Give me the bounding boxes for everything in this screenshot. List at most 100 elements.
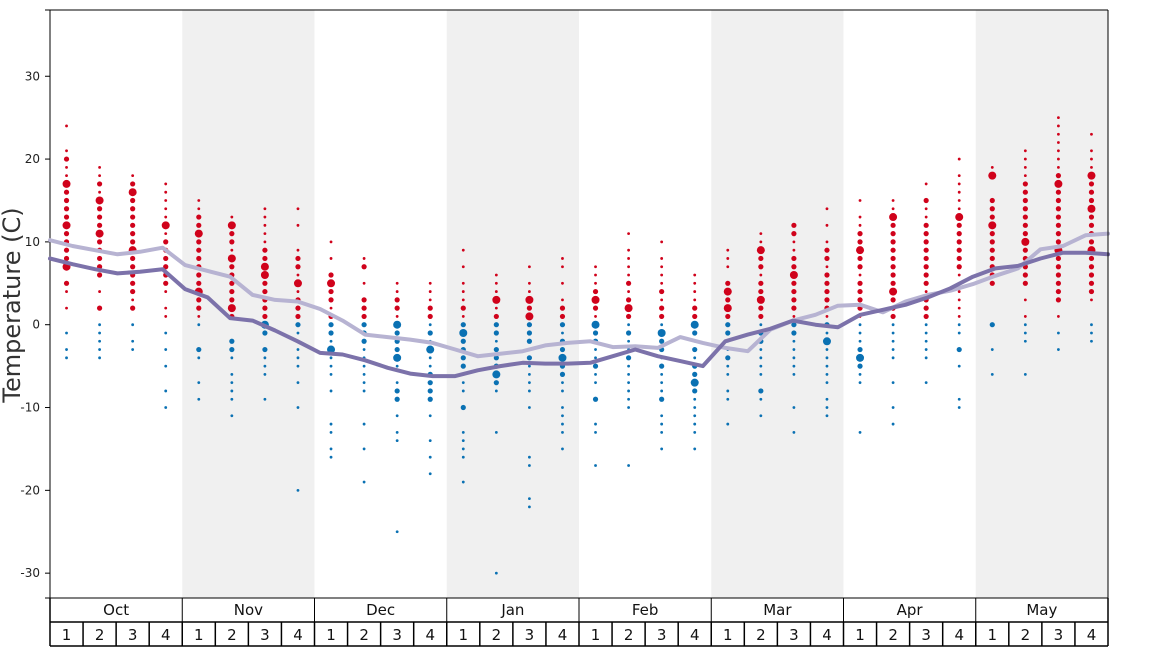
temperature-dot bbox=[96, 272, 103, 278]
temperature-dot bbox=[660, 323, 664, 327]
temperature-dot bbox=[759, 356, 763, 360]
temperature-dot bbox=[1023, 331, 1027, 335]
temperature-dot bbox=[659, 338, 665, 344]
temperature-dot bbox=[65, 331, 68, 335]
temperature-dot bbox=[494, 571, 498, 575]
temperature-dot bbox=[957, 306, 961, 310]
temperature-dot bbox=[65, 348, 68, 351]
temperature-dot bbox=[791, 297, 797, 303]
week-label: 3 bbox=[260, 626, 270, 644]
temperature-dot bbox=[660, 372, 664, 376]
temperature-dot bbox=[792, 356, 796, 360]
temperature-dot bbox=[792, 406, 796, 409]
y-tick-label: -20 bbox=[20, 483, 40, 497]
temperature-dot bbox=[693, 430, 697, 434]
temperature-dot bbox=[1055, 206, 1062, 212]
temperature-dot bbox=[559, 371, 566, 377]
temperature-dot bbox=[1057, 331, 1060, 335]
temperature-dot bbox=[130, 255, 136, 262]
temperature-dot bbox=[329, 389, 333, 393]
temperature-dot bbox=[230, 248, 234, 252]
temperature-dot bbox=[395, 315, 399, 318]
month-label-apr: Apr bbox=[897, 601, 924, 619]
temperature-dot bbox=[956, 255, 962, 262]
temperature-dot bbox=[890, 222, 896, 228]
temperature-dot bbox=[65, 306, 68, 310]
temperature-dot bbox=[263, 372, 267, 376]
temperature-dot bbox=[890, 297, 896, 303]
week-label: 4 bbox=[425, 626, 435, 644]
temperature-dot bbox=[957, 364, 961, 368]
temperature-dot bbox=[98, 165, 101, 169]
temperature-dot bbox=[164, 199, 168, 202]
temperature-dot bbox=[825, 381, 829, 385]
temperature-dot bbox=[494, 306, 498, 310]
temperature-dot bbox=[792, 364, 796, 368]
temperature-dot bbox=[329, 430, 333, 434]
temperature-dot bbox=[328, 322, 334, 328]
temperature-dot bbox=[758, 280, 764, 286]
week-label: 2 bbox=[756, 626, 766, 644]
temperature-dot bbox=[791, 222, 797, 228]
temperature-dot bbox=[427, 396, 433, 402]
temperature-dot bbox=[494, 339, 498, 343]
temperature-dot bbox=[825, 364, 829, 368]
temperature-dot bbox=[561, 257, 564, 260]
temperature-dot bbox=[96, 239, 103, 245]
month-label-feb: Feb bbox=[632, 601, 659, 619]
temperature-dot bbox=[161, 221, 170, 230]
temperature-dot bbox=[196, 222, 202, 228]
temperature-dot bbox=[923, 247, 929, 253]
temperature-dot bbox=[989, 206, 995, 212]
temperature-dot bbox=[164, 389, 168, 393]
temperature-dot bbox=[957, 273, 961, 277]
temperature-dot bbox=[857, 346, 863, 353]
temperature-dot bbox=[296, 207, 300, 211]
week-label: 3 bbox=[1054, 626, 1064, 644]
temperature-dot bbox=[1057, 165, 1060, 169]
temperature-dot bbox=[889, 213, 898, 222]
temperature-dot bbox=[1057, 141, 1060, 144]
temperature-dot bbox=[493, 355, 499, 361]
y-tick-label: -10 bbox=[20, 401, 40, 415]
average-lines bbox=[48, 9, 1110, 598]
temperature-dot bbox=[461, 315, 465, 318]
temperature-dot bbox=[857, 297, 863, 303]
temperature-dot bbox=[825, 414, 829, 418]
temperature-dot bbox=[824, 297, 830, 303]
temperature-dot bbox=[428, 414, 432, 418]
temperature-dot bbox=[164, 190, 168, 194]
temperature-dot bbox=[594, 348, 597, 351]
week-label: 1 bbox=[988, 626, 998, 644]
temperature-dot bbox=[990, 348, 994, 351]
temperature-dot bbox=[1055, 197, 1062, 204]
temperature-dot bbox=[130, 214, 136, 220]
temperature-dot bbox=[659, 363, 665, 369]
temperature-dot bbox=[792, 339, 796, 343]
temperature-dot bbox=[791, 264, 797, 270]
temperature-dot bbox=[725, 330, 731, 336]
week-label: 2 bbox=[359, 626, 369, 644]
temperature-dot bbox=[726, 248, 730, 252]
temperature-dot bbox=[1023, 315, 1027, 318]
temperature-dot bbox=[1022, 197, 1028, 204]
temperature-dot bbox=[528, 505, 531, 509]
temperature-dot bbox=[858, 381, 862, 385]
temperature-dot bbox=[660, 430, 664, 434]
temperature-dot bbox=[164, 290, 168, 293]
week-label: 1 bbox=[194, 626, 204, 644]
temperature-dot bbox=[395, 414, 399, 418]
temperature-dot bbox=[230, 356, 234, 360]
temperature-dot bbox=[957, 323, 961, 327]
temperature-dot bbox=[328, 272, 334, 278]
temperature-dot bbox=[1022, 272, 1028, 278]
temperature-dot bbox=[891, 348, 895, 351]
month-label-jan: Jan bbox=[500, 601, 524, 619]
temperature-dot bbox=[528, 381, 531, 385]
temperature-dot bbox=[130, 288, 136, 295]
temperature-dot bbox=[956, 231, 962, 237]
temperature-dot bbox=[63, 206, 70, 212]
temperature-dot bbox=[230, 372, 234, 376]
temperature-dot bbox=[956, 264, 962, 270]
